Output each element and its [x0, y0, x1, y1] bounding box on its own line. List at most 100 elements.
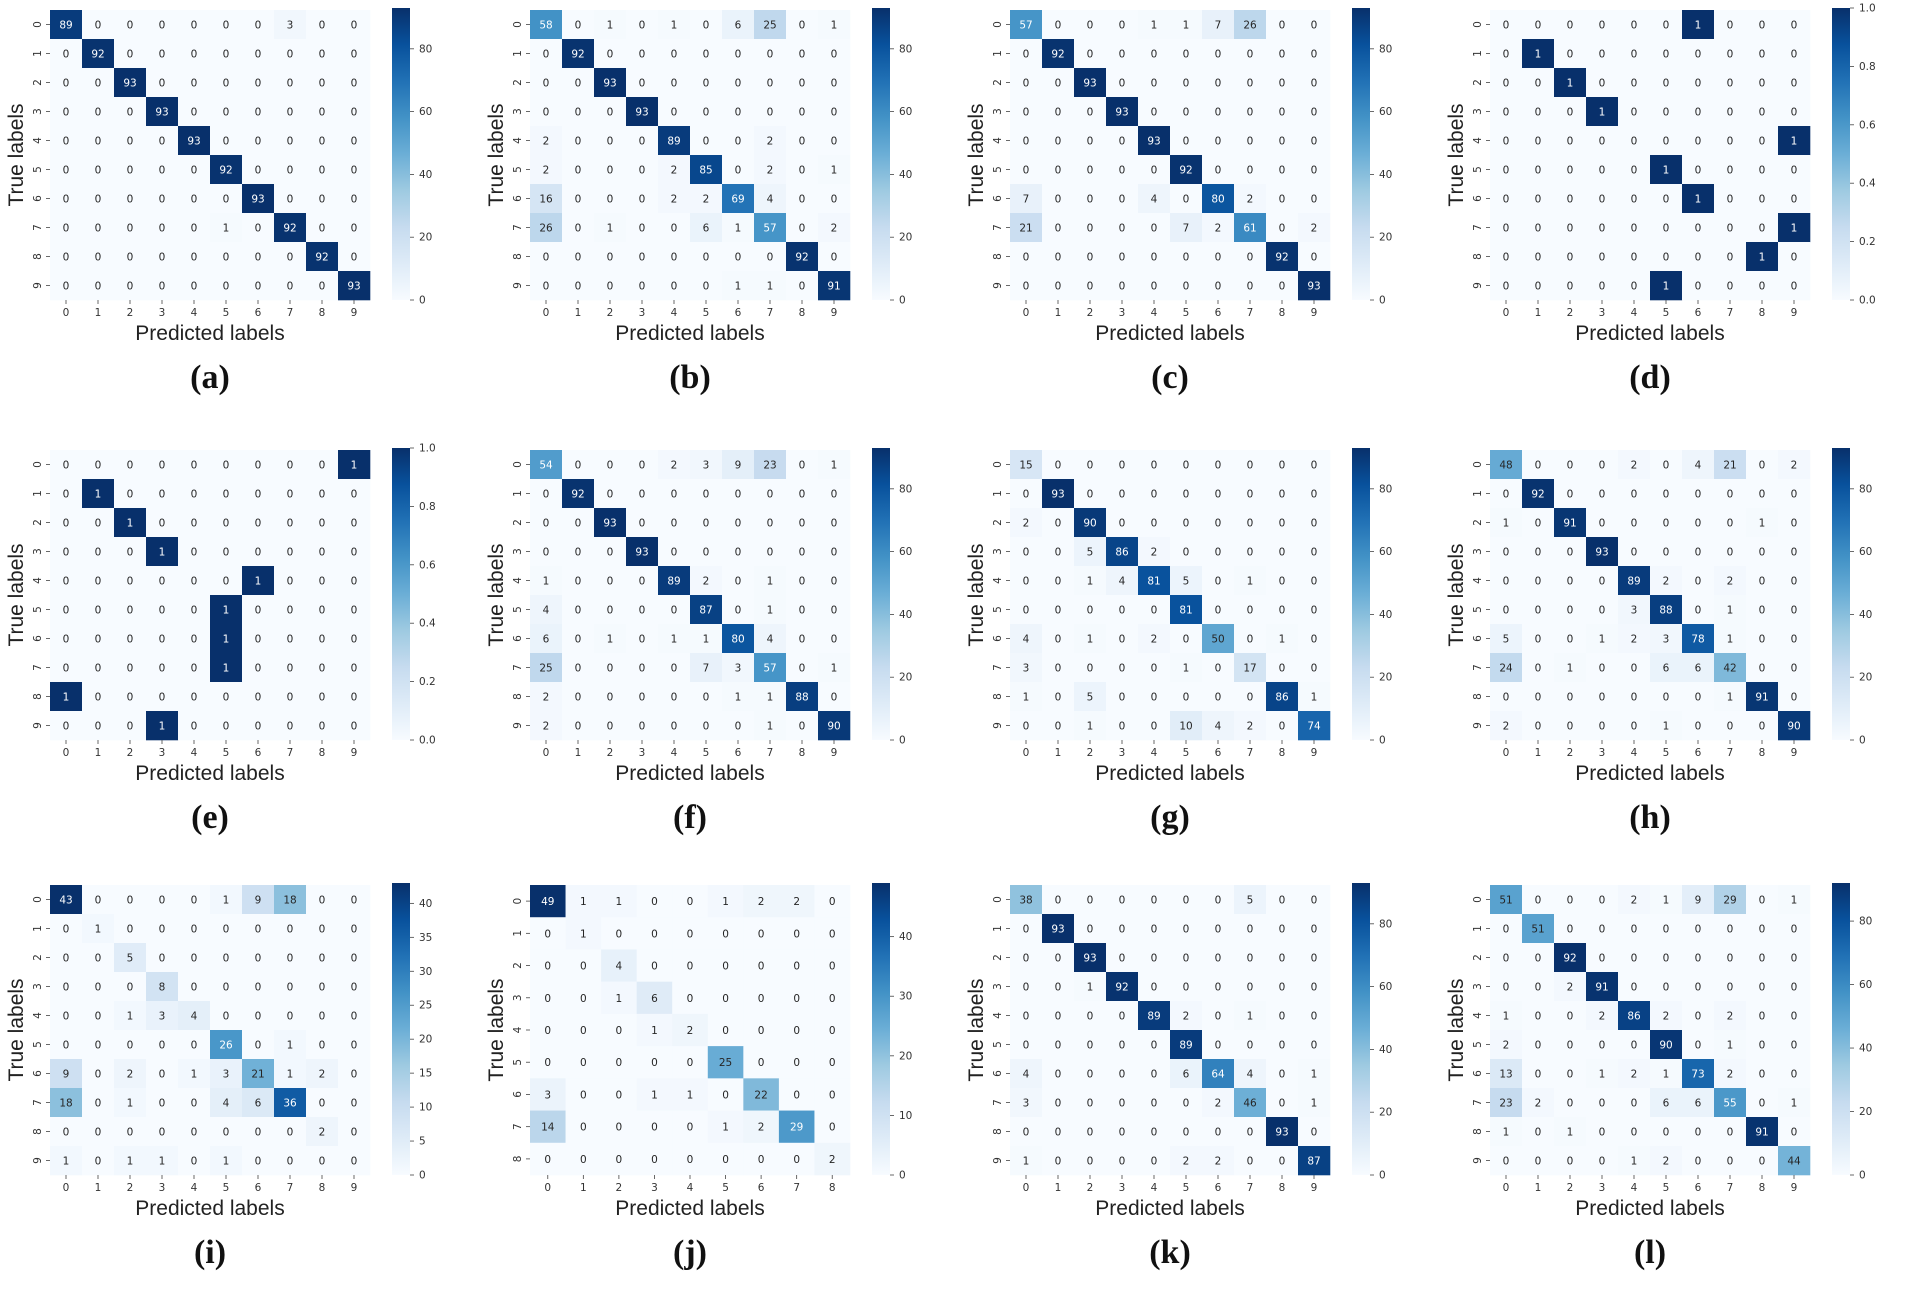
cell-value: 0	[1631, 194, 1638, 206]
heatmap-cell	[594, 566, 627, 596]
cell-value: 0	[831, 576, 838, 588]
cell-value: 1	[1599, 1069, 1606, 1081]
heatmap-cell	[1234, 566, 1267, 596]
cell-value: 0	[1183, 194, 1190, 206]
cell-value: 9	[255, 895, 262, 907]
cell-value: 0	[1087, 136, 1094, 148]
cell-value: 0	[1247, 953, 1254, 965]
cell-value: 1	[580, 896, 587, 908]
heatmap-cell	[1170, 39, 1203, 69]
cell-value: 0	[351, 1127, 358, 1139]
heatmap-cell	[1714, 537, 1747, 567]
cell-value: 0	[651, 1057, 658, 1069]
x-tick-label: 1	[95, 307, 102, 319]
heatmap-cell	[1042, 450, 1075, 480]
heatmap-cell	[82, 242, 115, 272]
cell-value: 1	[1759, 518, 1766, 530]
cell-value: 0	[63, 281, 70, 293]
colorbar-tick-label: 80	[1379, 43, 1392, 55]
colorbar-tick-label: 5	[419, 1136, 426, 1148]
cell-value: 0	[1151, 1069, 1158, 1081]
cell-value: 93	[603, 518, 616, 530]
heatmap-cell	[786, 39, 819, 69]
heatmap-cell	[1586, 126, 1619, 156]
heatmap-cell	[210, 711, 243, 741]
x-tick-label: 2	[1087, 307, 1094, 319]
heatmap-cell	[1522, 711, 1555, 741]
heatmap-cell	[562, 653, 595, 683]
heatmap-cell	[818, 450, 851, 480]
cell-value: 0	[1503, 489, 1510, 501]
cell-value: 0	[1631, 78, 1638, 90]
cell-value: 0	[607, 576, 614, 588]
cell-value: 1	[1535, 49, 1542, 61]
cell-value: 0	[607, 165, 614, 177]
cell-value: 14	[541, 1122, 555, 1134]
cell-value: 0	[1791, 663, 1798, 675]
cell-value: 0	[1023, 605, 1030, 617]
heatmap-cell	[338, 479, 371, 509]
heatmap-cell	[1266, 126, 1299, 156]
y-tick-label: 7	[992, 664, 1004, 671]
cell-value: 0	[191, 20, 198, 32]
cell-value: 0	[651, 1122, 658, 1134]
cell-value: 0	[1567, 20, 1574, 32]
cell-value: 0	[1183, 460, 1190, 472]
cell-value: 0	[1535, 1127, 1542, 1139]
cell-value: 0	[319, 982, 326, 994]
cell-value: 91	[827, 281, 840, 293]
x-tick-label: 7	[1727, 307, 1734, 319]
cell-value: 0	[1759, 634, 1766, 646]
heatmap-cell	[146, 242, 179, 272]
cell-value: 0	[319, 1011, 326, 1023]
cell-value: 1	[671, 634, 678, 646]
cell-value: 0	[671, 281, 678, 293]
cell-value: 0	[767, 78, 774, 90]
cell-value: 0	[671, 547, 678, 559]
cell-value: 0	[793, 993, 800, 1005]
heatmap-cell	[114, 682, 147, 712]
cell-value: 0	[1087, 1098, 1094, 1110]
cell-value: 89	[1627, 576, 1640, 588]
heatmap-cell	[722, 271, 755, 301]
heatmap-cell	[1490, 126, 1523, 156]
heatmap-cell	[786, 10, 819, 40]
cell-value: 1	[1311, 1069, 1318, 1081]
cell-value: 0	[1247, 1040, 1254, 1052]
cell-value: 0	[1215, 663, 1222, 675]
y-axis-title: True labels	[5, 978, 28, 1081]
heatmap-cell	[658, 184, 691, 214]
cell-value: 0	[1663, 20, 1670, 32]
cell-value: 2	[829, 1154, 836, 1166]
heatmap-cell	[1618, 711, 1651, 741]
cell-value: 1	[1695, 20, 1702, 32]
cell-value: 0	[95, 107, 102, 119]
y-tick-label: 1	[1472, 50, 1484, 57]
heatmap-cell	[146, 126, 179, 156]
cell-value: 0	[287, 547, 294, 559]
y-tick-label: 4	[512, 577, 524, 584]
cell-value: 0	[544, 961, 551, 973]
cell-value: 1	[607, 20, 614, 32]
heatmap-cell	[306, 566, 339, 596]
cell-value: 0	[1759, 281, 1766, 293]
heatmap-cell	[178, 711, 211, 741]
cell-value: 0	[1215, 1040, 1222, 1052]
panel-label: (d)	[1629, 359, 1671, 396]
heatmap-cell	[1266, 711, 1299, 741]
cell-value: 0	[1503, 924, 1510, 936]
x-tick-label: 5	[223, 1182, 230, 1194]
heatmap-cell	[1714, 566, 1747, 596]
x-tick-label: 5	[722, 1182, 729, 1194]
cell-value: 0	[1791, 634, 1798, 646]
cell-value: 0	[1247, 49, 1254, 61]
cell-value: 0	[1151, 692, 1158, 704]
heatmap-cell	[1746, 653, 1779, 683]
cell-value: 2	[758, 1122, 765, 1134]
cell-value: 0	[351, 78, 358, 90]
cell-value: 0	[159, 518, 166, 530]
cell-value: 51	[1531, 924, 1544, 936]
cell-value: 2	[1503, 721, 1510, 733]
heatmap-cell	[530, 479, 563, 509]
cell-value: 0	[191, 281, 198, 293]
